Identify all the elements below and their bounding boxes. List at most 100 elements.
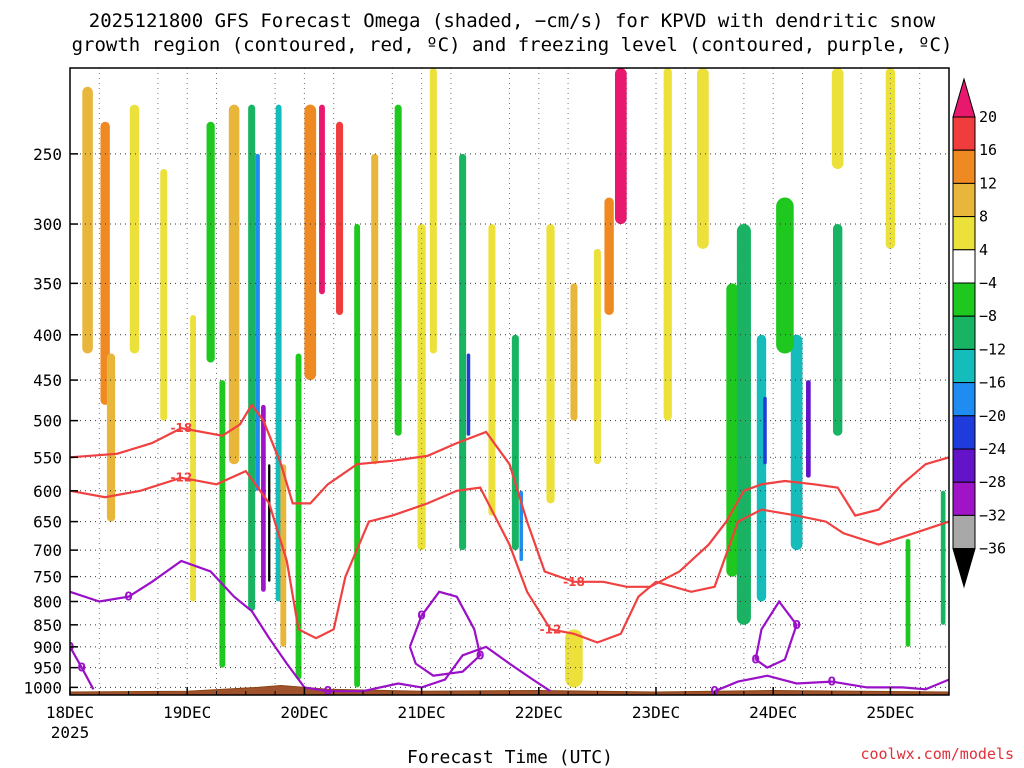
x-tick-label-3: 21DEC [398, 703, 446, 722]
colorbar-label-13: −36 [979, 540, 1006, 558]
freezing-contour-label-2-0: 0 [710, 684, 718, 698]
omega-cell-34 [565, 629, 583, 688]
chart-title-line-1: 2025121800 GFS Forecast Omega (shaded, −… [89, 10, 936, 32]
x-tick-label-4: 22DEC [515, 703, 563, 722]
omega-cell-37 [726, 283, 739, 577]
x-tick-label-1: 19DEC [163, 703, 211, 722]
y-tick-label-6: 550 [33, 448, 62, 467]
dgz-contour-line-0 [70, 402, 949, 588]
y-tick-label-4: 450 [33, 371, 62, 390]
y-tick-label-8: 650 [33, 513, 62, 532]
colorbar-label-2: 12 [979, 174, 997, 192]
omega-cell-13 [275, 104, 282, 602]
chart-title-line-2: growth region (contoured, red, ºC) and f… [72, 34, 953, 56]
omega-cell-32 [614, 68, 627, 225]
omega-shading [82, 68, 946, 688]
colorbar-bin-6 [952, 282, 976, 317]
colorbar-label-4: 4 [979, 241, 988, 259]
omega-cell-29 [546, 224, 555, 504]
colorbar-label-0: 20 [979, 108, 997, 126]
omega-cell-15 [295, 353, 302, 680]
omega-cell-8 [228, 104, 240, 465]
colorbar-label-7: −12 [979, 340, 1006, 358]
omega-cell-22 [417, 224, 426, 551]
y-tick-label-5: 500 [33, 412, 62, 431]
credit-text: coolwx.com/models [860, 745, 1014, 763]
y-axis: 250 300 350 400 450 500 550 600 650 700 750 800 850 9… [23, 145, 78, 697]
omega-cell-33 [604, 197, 614, 316]
x-tick-label-5: 23DEC [632, 703, 680, 722]
omega-cell-9 [248, 104, 256, 612]
y-tick-label-15: 1000 [23, 678, 62, 697]
y-tick-label-9: 700 [33, 541, 62, 560]
omega-cell-24 [459, 153, 467, 551]
colorbar-bin-1 [952, 116, 976, 151]
x-tick-label-2: 20DEC [280, 703, 328, 722]
omega-cell-3 [129, 104, 140, 354]
omega-cell-39 [756, 334, 767, 602]
omega-cell-27 [511, 334, 519, 551]
omega-cell-11 [261, 404, 266, 592]
omega-cell-38 [736, 224, 751, 625]
dgz-contour-label-0-0: -18 [170, 421, 192, 435]
omega-cell-18 [336, 121, 344, 316]
colorbar-bin-12 [952, 481, 976, 516]
y-tick-label-3: 400 [33, 326, 62, 345]
freezing-contour-line-1 [408, 590, 482, 677]
y-tick-label-2: 350 [33, 274, 62, 293]
colorbar-label-9: −20 [979, 407, 1006, 425]
colorbar-label-5: −4 [979, 274, 997, 292]
y-tick-label-12: 850 [33, 616, 62, 635]
freezing-contour-label-3-0: 0 [751, 652, 759, 666]
dgz-contour-label-0-1: -18 [563, 575, 585, 589]
colorbar-label-6: −8 [979, 307, 997, 325]
colorbar-bin-5 [952, 249, 976, 284]
freezing-contour-line-4 [70, 646, 95, 690]
colorbar-label-10: −24 [979, 440, 1006, 458]
omega-cell-7 [219, 380, 226, 668]
omega-cell-6 [206, 121, 215, 363]
colorbar-label-1: 16 [979, 141, 997, 159]
omega-cell-1 [100, 121, 110, 405]
omega-cell-20 [371, 153, 379, 465]
y-tick-label-13: 900 [33, 638, 62, 657]
omega-cell-36 [697, 68, 709, 249]
x-axis-title: Forecast Time (UTC) [407, 747, 613, 768]
omega-cell-30 [570, 283, 578, 421]
colorbar-bin-13 [952, 514, 976, 550]
omega-cell-26 [488, 224, 496, 516]
dgz-contour-label-1-1: -12 [540, 622, 562, 636]
freezing-contour-label-3-1: 0 [792, 618, 800, 632]
colorbar-bin-11 [952, 448, 976, 483]
y-tick-label-0: 250 [33, 145, 62, 164]
omega-cell-4 [160, 168, 168, 421]
omega-cell-45 [776, 197, 794, 354]
omega-cell-41 [790, 334, 803, 551]
omega-cell-5 [190, 315, 196, 602]
colorbar-bin-3 [952, 182, 976, 218]
colorbar-bin-10 [952, 415, 976, 450]
omega-cell-17 [319, 104, 325, 295]
omega-cell-35 [663, 68, 672, 421]
dgz-contour-line-1 [70, 469, 949, 644]
omega-cell-0 [82, 86, 93, 354]
omega-cell-48 [940, 490, 946, 625]
freezing-contour-line-2 [714, 674, 949, 693]
freezing-contour-label-0-1: 0 [324, 684, 332, 698]
omega-cell-10 [255, 153, 260, 491]
colorbar-bin-4 [952, 216, 976, 251]
colorbar-label-12: −32 [979, 506, 1006, 524]
dgz-contours: -18 -18 -12 -12 [70, 402, 949, 644]
colorbar-top-arrow [952, 77, 976, 118]
omega-cell-12 [268, 464, 271, 582]
plot-background [70, 68, 949, 695]
omega-cell-25 [466, 353, 471, 436]
colorbar-bin-8 [952, 348, 976, 384]
y-tick-label-1: 300 [33, 215, 62, 234]
omega-cell-23 [429, 68, 437, 354]
omega-cell-31 [593, 248, 601, 465]
